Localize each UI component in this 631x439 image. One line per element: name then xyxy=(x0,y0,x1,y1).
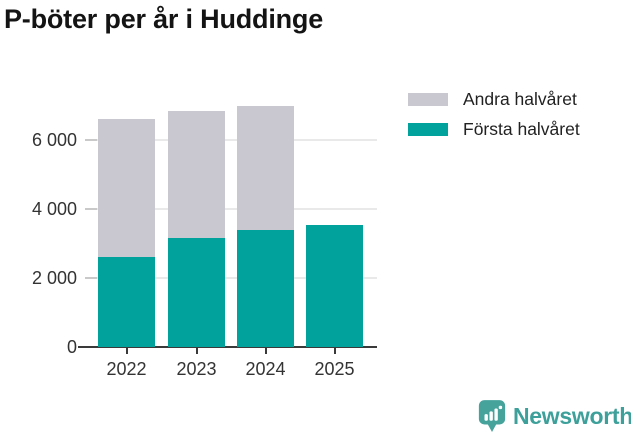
bar-2024-first-half xyxy=(237,229,294,347)
x-tick-label: 2022 xyxy=(106,359,147,379)
bar-2024-second-half xyxy=(237,105,294,230)
y-tick-label: 2 000 xyxy=(31,268,77,288)
newsworthy-logo-icon xyxy=(477,398,507,434)
legend-swatch xyxy=(408,122,448,136)
legend-label: Andra halvåret xyxy=(463,88,577,109)
legend: Andra halvåret Första halvåret xyxy=(408,88,580,148)
legend-swatch xyxy=(408,92,448,106)
y-tick-label: 4 000 xyxy=(31,199,77,219)
x-axis-tick-2023 xyxy=(195,348,198,354)
bar-2025-first-half xyxy=(306,224,363,347)
y-axis-tick-4000 xyxy=(85,208,97,210)
gridline-6000 xyxy=(85,139,377,141)
bar-2023-second-half xyxy=(168,110,225,239)
x-axis-tick-2022 xyxy=(125,348,128,354)
x-tick-label: 2025 xyxy=(314,359,355,379)
x-axis-tick-2025 xyxy=(333,348,336,354)
legend-item: Andra halvåret xyxy=(408,88,580,110)
newsworthy-wordmark: Newsworthy xyxy=(513,402,631,429)
y-axis-tick-2000 xyxy=(85,277,97,279)
bar-2023-first-half xyxy=(168,238,225,347)
bar-2022-first-half xyxy=(98,257,155,347)
x-axis-line xyxy=(78,345,377,348)
x-tick-label: 2024 xyxy=(245,359,286,379)
newsworthy-logo: Newsworthy xyxy=(477,398,631,434)
x-tick-label: 2023 xyxy=(176,359,217,379)
legend-item: Första halvåret xyxy=(408,118,580,140)
chart-title: P-böter per år i Huddinge xyxy=(4,4,324,34)
y-tick-label: 6 000 xyxy=(31,130,77,150)
legend-label: Första halvåret xyxy=(463,118,580,139)
y-axis-tick-6000 xyxy=(85,139,97,141)
y-tick-label: 0 xyxy=(66,337,77,357)
bar-2022-second-half xyxy=(98,119,155,258)
gridline-2000 xyxy=(85,277,377,279)
x-axis-tick-2024 xyxy=(264,348,267,354)
gridline-4000 xyxy=(85,208,377,210)
